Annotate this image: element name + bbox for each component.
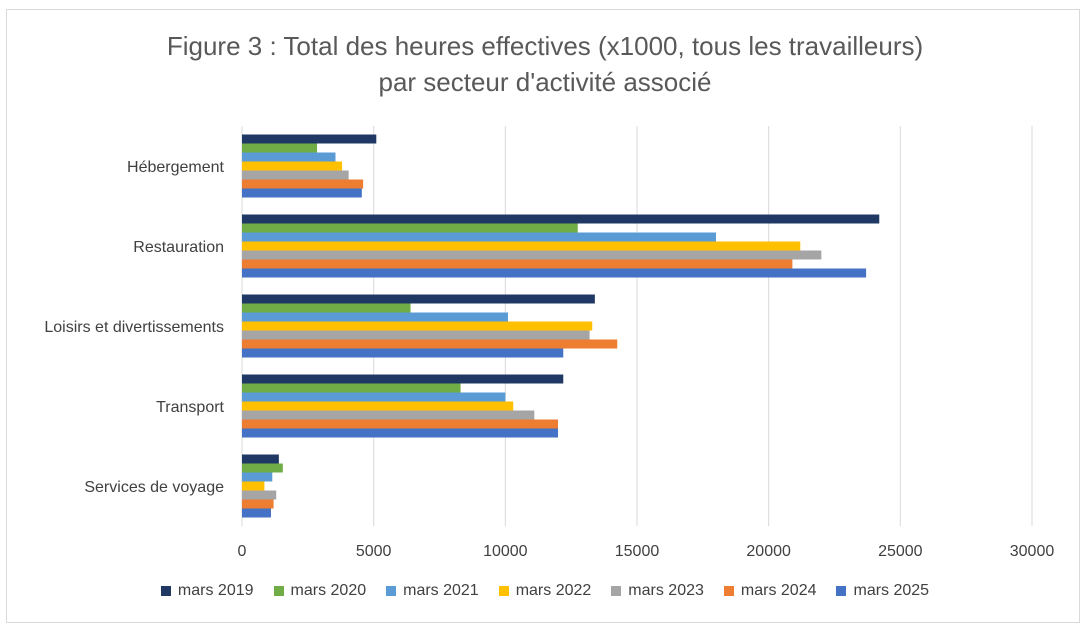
category-label: Loisirs et divertissements [44,319,224,336]
category-label: Restauration [133,239,224,256]
bar [242,223,578,233]
category-label: Services de voyage [84,479,224,496]
legend-swatch [160,586,171,596]
bar [242,481,265,491]
legend-label: mars 2024 [740,582,817,599]
legend-swatch [836,586,847,596]
bar [242,383,461,393]
legend-item: mars 2021 [386,582,479,600]
bar [242,392,506,402]
bar [242,463,283,473]
bars [242,134,880,518]
chart-frame [6,9,1080,623]
bar [242,454,279,464]
x-tick-label: 30000 [1010,543,1055,560]
bar [242,143,318,153]
legend-label: mars 2022 [515,582,592,599]
bar [242,508,271,518]
bar [242,428,558,438]
x-tick-label: 10000 [483,543,528,560]
legend-item: mars 2020 [273,582,367,600]
bar [242,268,867,278]
bar [242,472,273,482]
bar [242,348,564,358]
bar [242,499,274,509]
legend-label: mars 2023 [628,582,704,599]
bar [242,241,801,251]
bar [242,294,595,304]
legend-item: mars 2022 [498,582,592,600]
legend-item: mars 2023 [611,582,704,600]
category-labels: Hébergement Restauration Loisirs et divert… [44,159,224,496]
legend-swatch [611,586,622,596]
bar [242,250,822,260]
bar [242,152,336,162]
bar [242,303,411,313]
legend: mars 2019 mars 2020 mars 2021 mars 2022 mars… [0,582,1090,600]
x-tick-label: 15000 [615,543,660,560]
bar [242,259,793,269]
chart-title: Figure 3 : Total des heures effectives (… [0,28,1090,100]
legend-label: mars 2021 [403,582,479,599]
bar [242,330,590,340]
legend-item: mars 2025 [836,582,929,600]
legend-item: mars 2019 [160,582,254,600]
legend-swatch [723,586,734,596]
legend-swatch [498,586,509,596]
x-tick-label: 20000 [746,543,791,560]
bar [242,161,343,171]
category-label: Transport [156,399,224,416]
bar [242,170,349,180]
bar [242,410,535,420]
legend-label: mars 2025 [853,582,930,599]
chart-title-line1: Figure 3 : Total des heures effectives (… [166,31,924,61]
bar [242,179,364,189]
legend-item: mars 2024 [723,582,817,600]
chart-title-line2: par secteur d'activité associé [378,67,712,97]
bar [242,490,277,500]
bar [242,134,377,144]
legend-swatch [273,586,284,596]
legend-label: mars 2020 [290,582,367,599]
x-tick-label: 5000 [356,543,392,560]
bar [242,401,514,411]
legend-swatch [386,586,397,596]
x-tick-label: 0 [238,543,247,560]
bar [242,321,593,331]
category-label: Hébergement [127,159,225,176]
x-tick-label: 25000 [878,543,923,560]
bar [242,188,362,198]
bar [242,339,618,349]
bar [242,232,716,242]
bar [242,374,564,384]
x-tick-labels: 0 5000 10000 15000 20000 25000 30000 [238,543,1055,560]
legend-label: mars 2019 [177,582,254,599]
bar [242,214,880,224]
bar [242,419,558,429]
bar [242,312,508,322]
